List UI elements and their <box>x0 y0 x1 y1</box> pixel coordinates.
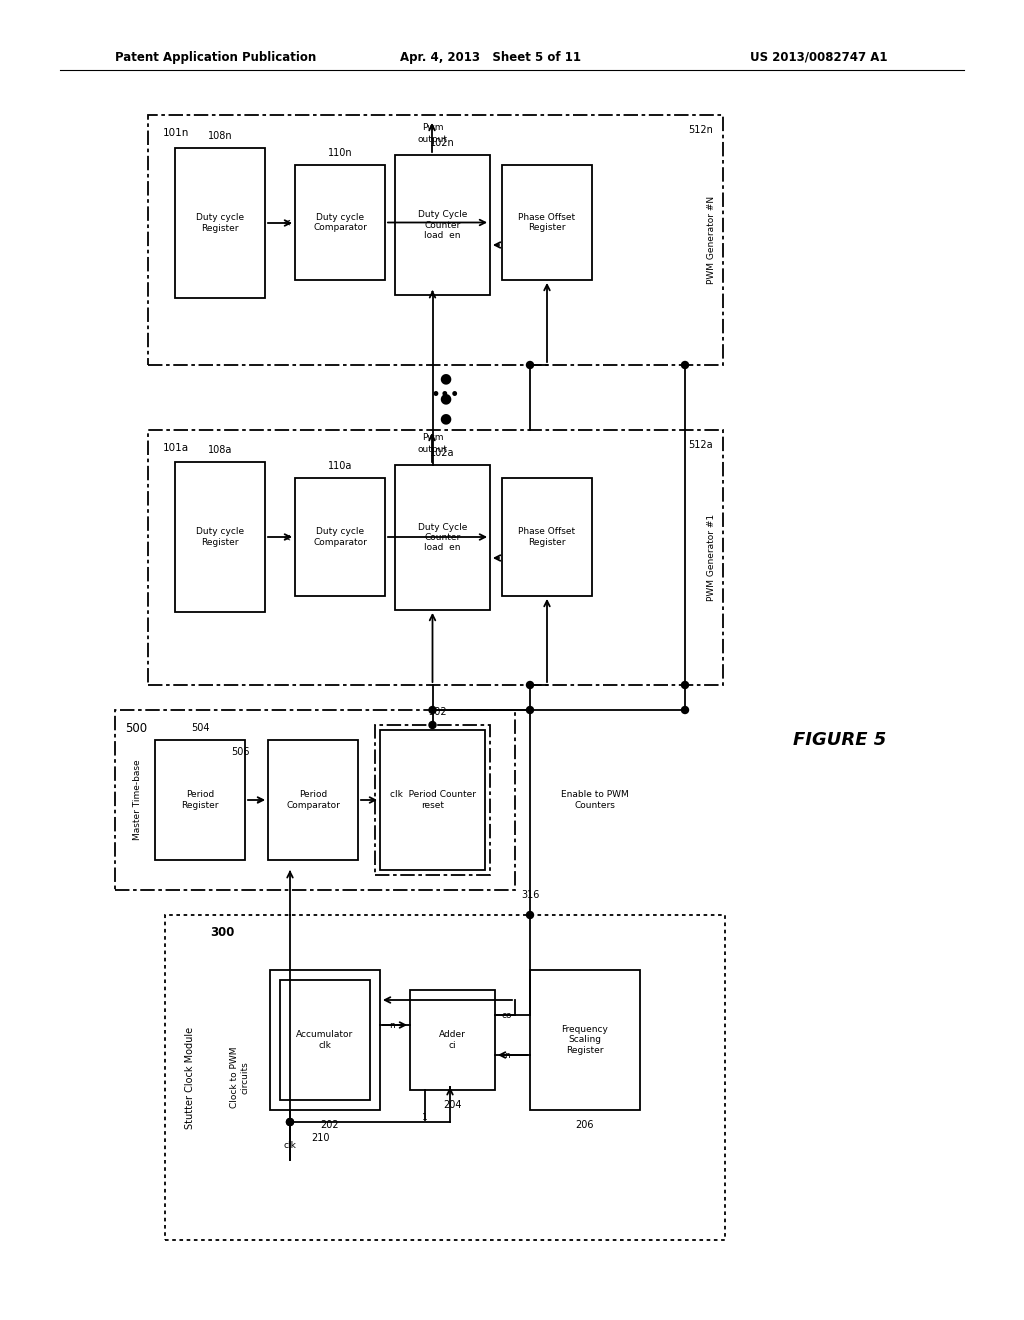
Text: 204: 204 <box>443 1100 462 1110</box>
Bar <box>295 165 385 280</box>
Text: Phase Offset
Register: Phase Offset Register <box>518 213 575 232</box>
Circle shape <box>429 706 436 714</box>
Bar <box>280 979 370 1100</box>
Text: co: co <box>502 1011 512 1019</box>
Text: Period
Comparator: Period Comparator <box>286 791 340 809</box>
Circle shape <box>526 706 534 714</box>
Bar <box>165 915 725 1239</box>
Text: Period
Register: Period Register <box>181 791 219 809</box>
Bar <box>530 970 640 1110</box>
Text: 512a: 512a <box>688 440 713 450</box>
Text: 504: 504 <box>190 723 209 733</box>
Text: ●: ● <box>439 391 451 405</box>
Text: output: output <box>418 445 447 454</box>
Text: PWM Generator #N: PWM Generator #N <box>707 195 716 284</box>
Text: Frequency
Scaling
Register: Frequency Scaling Register <box>561 1026 608 1055</box>
Text: 502: 502 <box>428 708 446 717</box>
Bar <box>410 990 495 1090</box>
Circle shape <box>429 722 436 729</box>
Text: Duty Cycle
Counter
load  en: Duty Cycle Counter load en <box>418 523 467 552</box>
Bar <box>155 741 245 861</box>
Text: Duty cycle
Register: Duty cycle Register <box>196 214 244 232</box>
Text: 500: 500 <box>125 722 147 734</box>
Text: Pwm: Pwm <box>422 433 443 441</box>
Text: Stutter Clock Module: Stutter Clock Module <box>185 1027 195 1129</box>
Text: Apr. 4, 2013   Sheet 5 of 11: Apr. 4, 2013 Sheet 5 of 11 <box>400 50 581 63</box>
Text: n: n <box>389 1020 395 1030</box>
Bar <box>148 115 723 366</box>
Bar <box>115 710 515 890</box>
Text: 110a: 110a <box>328 461 352 471</box>
Text: 316: 316 <box>521 890 540 900</box>
Text: Duty cycle
Comparator: Duty cycle Comparator <box>313 213 367 232</box>
Text: ●: ● <box>439 411 451 425</box>
Text: 101a: 101a <box>163 444 189 453</box>
Bar <box>502 165 592 280</box>
Text: clk  Period Counter
reset: clk Period Counter reset <box>389 791 475 809</box>
Text: 1: 1 <box>422 1114 428 1122</box>
Circle shape <box>682 362 688 368</box>
Text: n: n <box>504 1051 510 1060</box>
Text: 108n: 108n <box>208 131 232 141</box>
Text: Master Time-base: Master Time-base <box>132 760 141 841</box>
Text: output: output <box>418 135 447 144</box>
Text: Pwm: Pwm <box>422 123 443 132</box>
Text: 210: 210 <box>310 1133 330 1143</box>
Bar <box>375 725 490 875</box>
Bar <box>395 154 490 294</box>
Text: Enable to PWM
Counters: Enable to PWM Counters <box>561 791 629 809</box>
Circle shape <box>287 1118 294 1126</box>
Text: 506: 506 <box>230 747 249 756</box>
Bar <box>270 970 380 1110</box>
Bar <box>395 465 490 610</box>
Circle shape <box>287 1118 294 1126</box>
Bar <box>502 478 592 597</box>
Text: 101n: 101n <box>163 128 189 139</box>
Text: Accumulator
clk: Accumulator clk <box>296 1031 353 1049</box>
Text: 206: 206 <box>575 1119 594 1130</box>
Bar <box>175 462 265 612</box>
Bar <box>175 148 265 298</box>
Text: 110n: 110n <box>328 148 352 158</box>
Text: 108a: 108a <box>208 445 232 455</box>
Text: Clock to PWM
circuits: Clock to PWM circuits <box>230 1047 250 1109</box>
Text: •••: ••• <box>430 385 460 404</box>
Text: Duty cycle
Register: Duty cycle Register <box>196 527 244 546</box>
Text: <: < <box>283 532 291 543</box>
Text: 202: 202 <box>321 1119 339 1130</box>
Circle shape <box>526 362 534 368</box>
Text: clk: clk <box>284 1140 296 1150</box>
Bar <box>295 478 385 597</box>
Text: Duty cycle
Comparator: Duty cycle Comparator <box>313 527 367 546</box>
Bar <box>148 430 723 685</box>
Circle shape <box>526 681 534 689</box>
Text: PWM Generator #1: PWM Generator #1 <box>707 513 716 601</box>
Text: Phase Offset
Register: Phase Offset Register <box>518 527 575 546</box>
Text: Duty Cycle
Counter
load  en: Duty Cycle Counter load en <box>418 210 467 240</box>
Text: 512n: 512n <box>688 125 713 135</box>
Text: ●: ● <box>439 371 451 385</box>
Text: 102n: 102n <box>430 139 455 148</box>
Text: 300: 300 <box>210 927 234 940</box>
Circle shape <box>526 912 534 919</box>
Text: FIGURE 5: FIGURE 5 <box>794 731 887 748</box>
Bar <box>268 741 358 861</box>
Text: Adder
ci: Adder ci <box>439 1031 466 1049</box>
Text: Patent Application Publication: Patent Application Publication <box>115 50 316 63</box>
Text: >: > <box>256 795 264 805</box>
Bar <box>380 730 485 870</box>
Text: US 2013/0082747 A1: US 2013/0082747 A1 <box>750 50 888 63</box>
Text: <: < <box>283 218 291 227</box>
Text: 102a: 102a <box>430 447 455 458</box>
Circle shape <box>682 706 688 714</box>
Circle shape <box>682 681 688 689</box>
